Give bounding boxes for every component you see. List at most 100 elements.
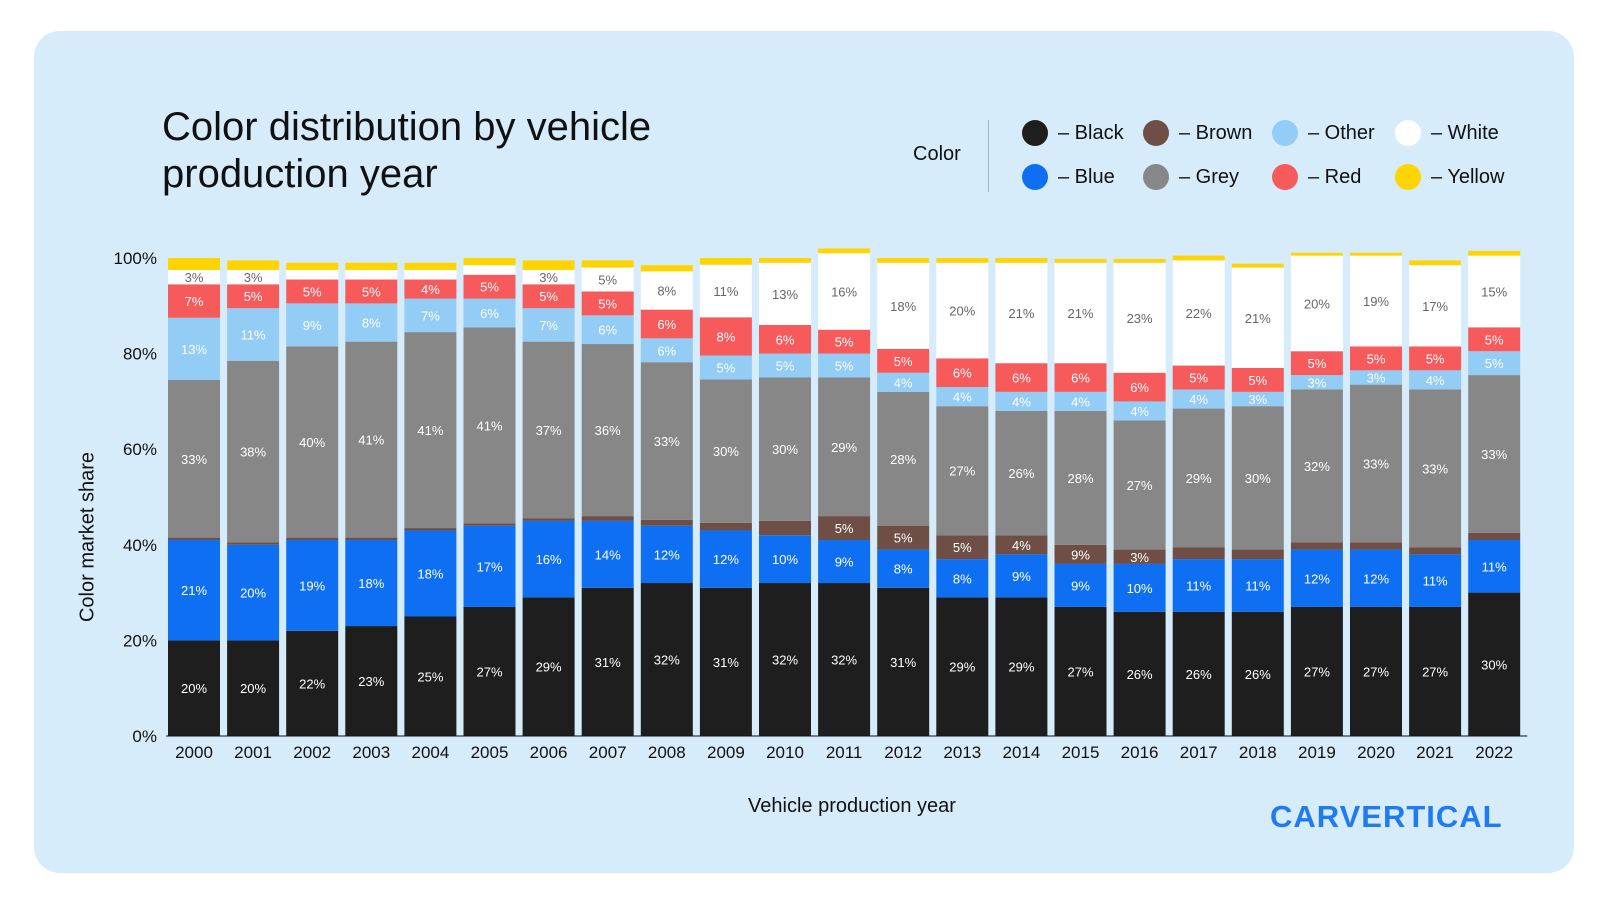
data-label-blue: 8% — [894, 562, 913, 577]
data-label-blue: 11% — [1186, 578, 1211, 593]
data-label-blue: 11% — [1482, 559, 1507, 574]
legend-label-white: – White — [1431, 121, 1499, 144]
legend-label-other: – Other — [1308, 121, 1375, 144]
data-label-other: 3% — [1367, 371, 1386, 386]
data-label-white: 5% — [598, 273, 617, 288]
legend-label-red: – Red — [1308, 165, 1362, 188]
x-tick-label: 2001 — [234, 743, 272, 762]
x-axis-title: Vehicle production year — [748, 795, 956, 817]
data-label-white: 3% — [185, 270, 204, 285]
bar-segment-grey — [404, 332, 457, 529]
bar-segment-blue — [699, 530, 752, 588]
bar-segment-black — [877, 587, 930, 736]
data-label-black: 26% — [1245, 667, 1271, 682]
data-label-other: 4% — [1130, 404, 1149, 419]
x-tick-label: 2016 — [1121, 743, 1159, 762]
data-label-grey: 29% — [831, 440, 857, 455]
bar-segment-grey — [1113, 420, 1166, 550]
bar-segment-other — [1290, 375, 1343, 390]
data-label-red: 5% — [480, 280, 499, 295]
bar-segment-black — [699, 587, 752, 736]
x-tick-label: 2008 — [648, 743, 686, 762]
data-label-grey: 37% — [536, 423, 562, 438]
data-label-white: 8% — [657, 284, 676, 299]
data-label-black: 26% — [1127, 667, 1153, 682]
bar-segment-other — [581, 315, 634, 345]
data-label-other: 4% — [953, 390, 972, 405]
data-label-other: 3% — [1248, 392, 1267, 407]
data-label-black: 29% — [1008, 660, 1034, 675]
bar-segment-white — [581, 267, 634, 292]
data-label-blue: 12% — [1363, 571, 1389, 586]
data-label-white: 22% — [1186, 306, 1212, 321]
legend-swatch-grey — [1143, 164, 1169, 190]
data-label-black: 23% — [358, 674, 384, 689]
data-label-white: 21% — [1245, 311, 1271, 326]
data-label-blue: 17% — [476, 559, 502, 574]
x-tick-label: 2011 — [826, 743, 863, 762]
bar-segment-black — [286, 630, 339, 736]
bar-segment-yellow — [640, 265, 693, 272]
bar-segment-grey — [581, 344, 634, 517]
bar-segment-black — [759, 583, 811, 736]
bar-segment-brown — [936, 535, 989, 560]
bar-segment-red — [1054, 363, 1107, 392]
legend-item-white: – White — [1395, 118, 1499, 148]
y-tick-label: 0% — [132, 727, 157, 746]
data-label-red: 6% — [1012, 371, 1031, 386]
legend-swatch-brown — [1143, 120, 1169, 146]
y-tick-label: 100% — [114, 249, 157, 268]
bar-segment-black — [1172, 611, 1225, 736]
data-label-black: 31% — [713, 655, 739, 670]
bar-segment-grey — [1172, 408, 1225, 548]
bar-segment-brown — [1231, 549, 1284, 560]
data-label-blue: 11% — [1423, 574, 1448, 589]
bar-segment-black — [345, 626, 398, 736]
data-label-blue: 16% — [536, 552, 562, 567]
bar-segment-yellow — [168, 258, 220, 270]
data-label-blue: 9% — [835, 555, 854, 570]
bar-segment-grey — [522, 341, 575, 519]
bar-segment-white — [1290, 255, 1343, 352]
data-label-grey: 30% — [713, 444, 739, 459]
bar-segment-white — [995, 262, 1048, 364]
bar-segment-red — [1350, 346, 1402, 371]
bar-segment-black — [1054, 606, 1107, 736]
data-label-black: 27% — [1363, 664, 1389, 679]
data-label-red: 6% — [1071, 371, 1090, 386]
data-label-white: 21% — [1008, 306, 1034, 321]
x-tick-label: 2003 — [352, 743, 390, 762]
bar-segment-red — [1290, 351, 1343, 376]
bar-segment-brown — [640, 519, 693, 526]
y-tick-label: 20% — [123, 631, 157, 650]
data-label-blue: 20% — [240, 586, 266, 601]
bar-segment-red — [168, 284, 220, 318]
x-tick-label: 2019 — [1298, 743, 1336, 762]
x-tick-label: 2006 — [530, 743, 568, 762]
data-label-grey: 26% — [1008, 466, 1034, 481]
bar-segment-grey — [286, 346, 339, 538]
bar-segment-yellow — [818, 248, 871, 254]
data-label-black: 29% — [536, 660, 562, 675]
legend-label-blue: – Blue — [1058, 165, 1115, 188]
data-label-red: 5% — [598, 296, 617, 311]
bar-segment-blue — [1409, 554, 1462, 607]
data-label-blue: 18% — [417, 566, 443, 581]
data-label-other: 13% — [181, 342, 207, 357]
data-label-grey: 30% — [772, 442, 798, 457]
x-tick-label: 2012 — [884, 743, 922, 762]
data-label-other: 3% — [1308, 375, 1327, 390]
data-label-blue: 8% — [953, 571, 972, 586]
data-label-grey: 41% — [476, 418, 502, 433]
bar-segment-grey — [168, 379, 220, 538]
bar-segment-blue — [1290, 549, 1343, 607]
data-label-grey: 28% — [890, 452, 916, 467]
bar-segment-brown — [995, 535, 1048, 555]
data-label-other: 5% — [717, 360, 736, 375]
bar-segment-white — [699, 264, 752, 318]
bar-segment-blue — [640, 525, 693, 584]
bar-segment-white — [522, 269, 575, 285]
chart-title: Color distribution by vehicle production… — [162, 105, 652, 196]
bar-segment-blue — [759, 535, 811, 584]
x-tick-label: 2015 — [1062, 743, 1100, 762]
